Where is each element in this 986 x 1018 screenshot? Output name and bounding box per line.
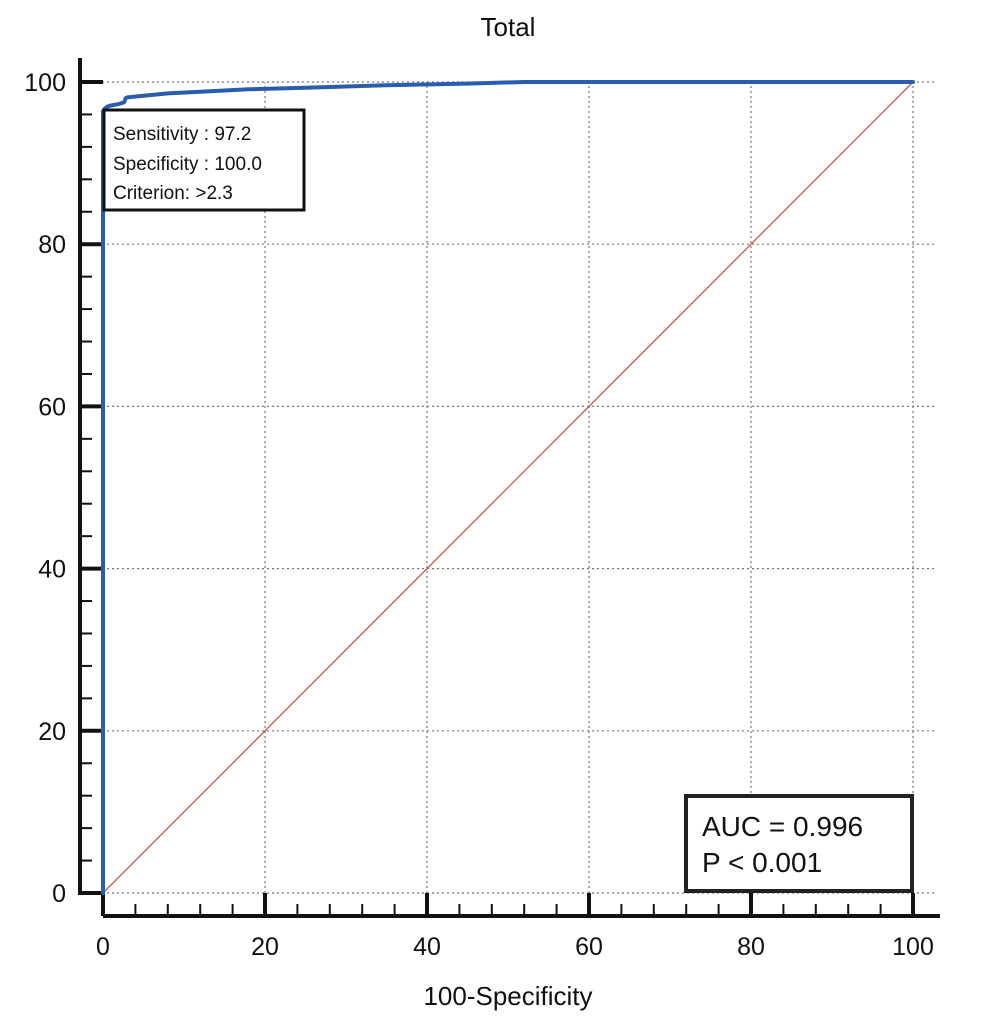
auc-text: AUC = 0.996 <box>702 811 863 842</box>
reference-diagonal-line <box>102 81 914 894</box>
x-tick-label: 40 <box>413 933 441 961</box>
x-tick-label: 60 <box>575 933 603 961</box>
criterion-box-frame <box>102 108 306 212</box>
axes <box>78 58 940 918</box>
series-group <box>101 80 915 895</box>
sensitivity-text: Sensitivity : 97.2 <box>113 124 251 145</box>
x-tick-label: 80 <box>737 933 765 961</box>
x-tick-label: 0 <box>96 933 110 961</box>
criterion-text: Criterion: >2.3 <box>113 183 233 204</box>
y-tick-label: 100 <box>24 69 66 97</box>
roc-curve-line <box>101 80 915 895</box>
criterion-box: Sensitivity : 97.2 Specificity : 100.0 C… <box>102 108 306 212</box>
auc-box: AUC = 0.996 P < 0.001 <box>684 794 914 893</box>
x-tick-label: 100 <box>892 933 934 961</box>
y-tick-label: 20 <box>38 718 66 746</box>
y-tick-label: 60 <box>38 393 66 421</box>
ticks: 0 20 40 60 80 100 0 20 40 60 80 100 <box>24 69 934 961</box>
y-tick-label: 0 <box>52 880 66 908</box>
y-tick-label: 80 <box>38 231 66 259</box>
x-axis-label: 100-Specificity <box>423 981 592 1011</box>
auc-box-frame <box>684 794 914 893</box>
chart-title: Total <box>481 12 536 42</box>
p-value-text: P < 0.001 <box>702 847 822 878</box>
specificity-text: Specificity : 100.0 <box>113 154 262 175</box>
x-tick-label: 20 <box>251 933 279 961</box>
y-tick-label: 40 <box>38 556 66 584</box>
